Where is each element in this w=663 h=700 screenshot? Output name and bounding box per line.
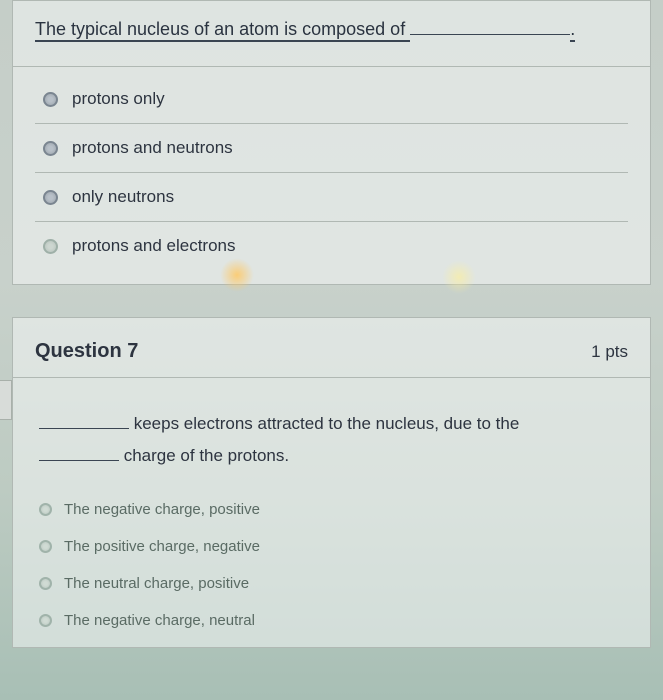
radio-icon[interactable] xyxy=(39,540,52,553)
radio-icon[interactable] xyxy=(39,614,52,627)
option-row[interactable]: protons only xyxy=(35,75,628,124)
option-row[interactable]: The negative charge, positive xyxy=(39,491,624,528)
question-title: Question 7 xyxy=(35,340,138,363)
option-row[interactable]: protons and electrons xyxy=(35,222,628,270)
question-6-prompt: The typical nucleus of an atom is compos… xyxy=(13,1,650,67)
question-7-sentence: keeps electrons attracted to the nucleus… xyxy=(39,408,624,473)
question-6-box: The typical nucleus of an atom is compos… xyxy=(12,0,651,285)
question-7-body: keeps electrons attracted to the nucleus… xyxy=(13,378,650,647)
option-row[interactable]: protons and neutrons xyxy=(35,124,628,173)
side-flag-tab[interactable] xyxy=(0,380,12,420)
option-label: The negative charge, positive xyxy=(64,501,260,518)
option-label: The positive charge, negative xyxy=(64,538,260,555)
period: . xyxy=(570,19,575,42)
sentence-part1: keeps electrons attracted to the nucleus… xyxy=(129,414,519,433)
option-row[interactable]: The positive charge, negative xyxy=(39,528,624,565)
option-label: only neutrons xyxy=(72,187,174,207)
option-row[interactable]: The neutral charge, positive xyxy=(39,565,624,602)
radio-icon[interactable] xyxy=(43,92,58,107)
radio-icon[interactable] xyxy=(43,239,58,254)
option-label: protons only xyxy=(72,89,165,109)
option-label: protons and electrons xyxy=(72,236,236,256)
radio-icon[interactable] xyxy=(39,503,52,516)
question-7-header: Question 7 1 pts xyxy=(13,318,650,378)
radio-icon[interactable] xyxy=(43,190,58,205)
radio-icon[interactable] xyxy=(43,141,58,156)
sentence-part2: charge of the protons. xyxy=(119,446,289,465)
option-label: The neutral charge, positive xyxy=(64,575,249,592)
question-7-box: Question 7 1 pts keeps electrons attract… xyxy=(12,317,651,648)
fill-blank xyxy=(39,444,119,461)
fill-blank xyxy=(410,19,570,35)
fill-blank xyxy=(39,412,129,429)
option-label: protons and neutrons xyxy=(72,138,233,158)
question-6-options: protons only protons and neutrons only n… xyxy=(13,67,650,284)
radio-icon[interactable] xyxy=(39,577,52,590)
question-7-options: The negative charge, positive The positi… xyxy=(39,491,624,639)
question-6-prompt-text: The typical nucleus of an atom is compos… xyxy=(35,19,405,42)
option-label: The negative charge, neutral xyxy=(64,612,255,629)
option-row[interactable]: The negative charge, neutral xyxy=(39,602,624,639)
option-row[interactable]: only neutrons xyxy=(35,173,628,222)
question-points: 1 pts xyxy=(591,342,628,362)
